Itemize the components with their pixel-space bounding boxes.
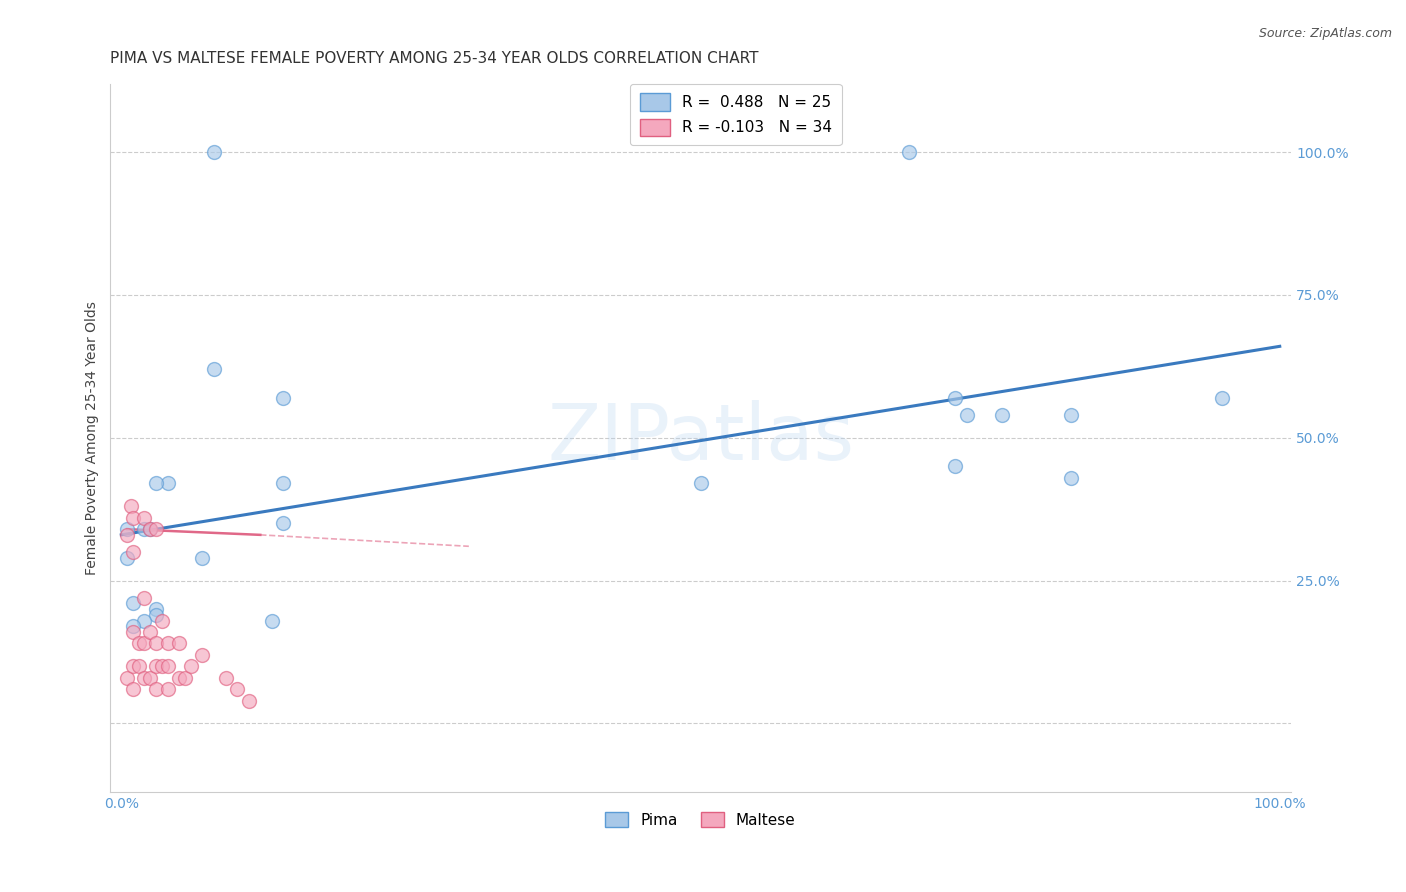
Point: [145, 476, 167, 491]
Point: [945, 391, 967, 405]
Point: [990, 408, 1012, 422]
Point: [145, 682, 167, 697]
Point: [273, 516, 295, 531]
Point: [139, 522, 162, 536]
Point: [145, 602, 167, 616]
Point: [238, 693, 260, 707]
Point: [115, 528, 138, 542]
Text: Source: ZipAtlas.com: Source: ZipAtlas.com: [1258, 27, 1392, 40]
Text: PIMA VS MALTESE FEMALE POVERTY AMONG 25-34 YEAR OLDS CORRELATION CHART: PIMA VS MALTESE FEMALE POVERTY AMONG 25-…: [110, 51, 758, 66]
Point: [1060, 471, 1083, 485]
Point: [174, 671, 197, 685]
Point: [191, 648, 214, 662]
Point: [115, 550, 138, 565]
Point: [139, 671, 162, 685]
Point: [122, 625, 145, 640]
Point: [956, 408, 979, 422]
Point: [145, 522, 167, 536]
Point: [150, 659, 173, 673]
Y-axis label: Female Poverty Among 25-34 Year Olds: Female Poverty Among 25-34 Year Olds: [86, 301, 100, 574]
Point: [898, 145, 921, 159]
Point: [156, 476, 179, 491]
Point: [1211, 391, 1233, 405]
Point: [226, 682, 249, 697]
Point: [156, 659, 179, 673]
Legend: Pima, Maltese: Pima, Maltese: [599, 805, 801, 834]
Point: [134, 636, 156, 650]
Point: [167, 636, 190, 650]
Point: [115, 671, 138, 685]
Point: [128, 636, 150, 650]
Point: [689, 476, 711, 491]
Point: [145, 607, 167, 622]
Point: [122, 619, 145, 633]
Point: [145, 659, 167, 673]
Point: [150, 614, 173, 628]
Point: [180, 659, 202, 673]
Point: [202, 362, 225, 376]
Point: [134, 591, 156, 605]
Point: [156, 682, 179, 697]
Point: [139, 625, 162, 640]
Point: [167, 671, 190, 685]
Point: [945, 459, 967, 474]
Point: [273, 391, 295, 405]
Point: [156, 636, 179, 650]
Point: [134, 510, 156, 524]
Point: [145, 636, 167, 650]
Text: ZIPatlas: ZIPatlas: [547, 400, 853, 475]
Point: [134, 671, 156, 685]
Point: [1060, 408, 1083, 422]
Point: [122, 545, 145, 559]
Point: [134, 614, 156, 628]
Point: [115, 522, 138, 536]
Point: [260, 614, 283, 628]
Point: [134, 522, 156, 536]
Point: [139, 522, 162, 536]
Point: [122, 510, 145, 524]
Point: [122, 659, 145, 673]
Point: [122, 596, 145, 610]
Point: [202, 145, 225, 159]
Point: [128, 659, 150, 673]
Point: [191, 550, 214, 565]
Point: [120, 500, 142, 514]
Point: [273, 476, 295, 491]
Point: [214, 671, 236, 685]
Point: [122, 682, 145, 697]
